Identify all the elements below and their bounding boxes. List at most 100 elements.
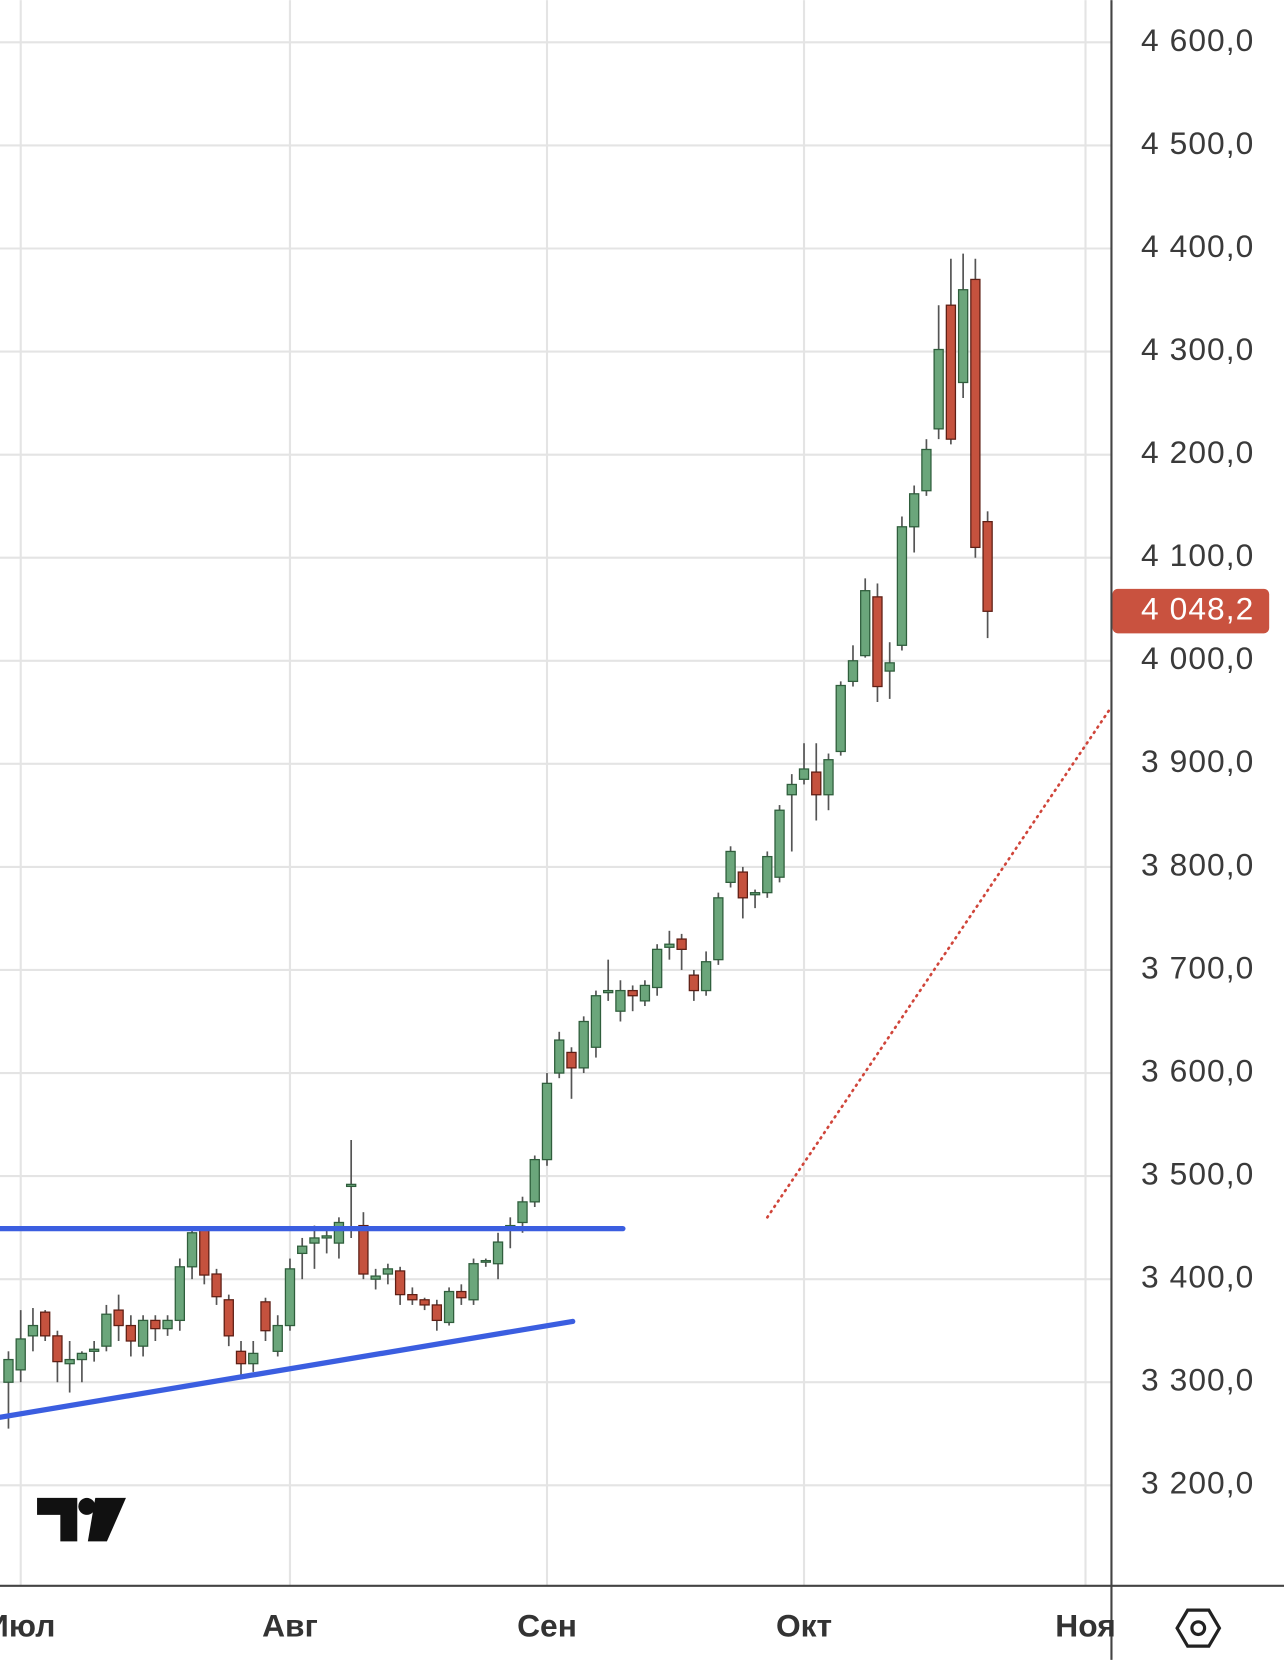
candle-body xyxy=(137,1319,149,1347)
candle-body xyxy=(272,1324,283,1352)
candle-body xyxy=(749,892,761,896)
candle-body xyxy=(162,1319,173,1330)
labels: 3 200,0 3 300,0 3 400,0 3 500,0 3 600,0 3 700… xyxy=(0,22,1270,1644)
y-tick-label: 4 000,0 xyxy=(1141,640,1254,676)
last-price-tag xyxy=(1112,588,1270,634)
candle-body xyxy=(370,1275,381,1280)
candle-body xyxy=(113,1309,124,1327)
candle-body xyxy=(847,660,859,683)
x-tick-label: Авг xyxy=(262,1608,318,1644)
candle-body xyxy=(872,596,883,688)
y-tick-label: 3 800,0 xyxy=(1141,846,1254,882)
candle-body xyxy=(125,1324,137,1342)
candle-body xyxy=(382,1268,394,1275)
candle-body xyxy=(737,871,749,899)
y-tick-label: 4 600,0 xyxy=(1141,22,1254,58)
y-tick-label: 3 600,0 xyxy=(1141,1052,1254,1088)
candle-body xyxy=(590,995,602,1048)
candle-body xyxy=(492,1241,504,1265)
y-tick-label: 3 300,0 xyxy=(1141,1362,1254,1398)
candle-body xyxy=(358,1224,369,1275)
candle-body xyxy=(957,289,969,384)
y-tick-label: 4 400,0 xyxy=(1141,228,1254,264)
candle-body xyxy=(480,1259,491,1263)
candle-body xyxy=(627,989,638,997)
plot-area xyxy=(0,253,1112,1429)
x-tick-label: Июл xyxy=(0,1608,55,1644)
y-tick-label: 3 200,0 xyxy=(1141,1465,1254,1501)
candle-body xyxy=(150,1319,161,1330)
y-tick-label: 3 400,0 xyxy=(1141,1259,1254,1295)
candle-body xyxy=(443,1290,455,1324)
candle-body xyxy=(39,1311,51,1337)
candle-body xyxy=(101,1313,112,1347)
candle-body xyxy=(823,759,834,796)
candle-body xyxy=(578,1020,589,1069)
candle-body xyxy=(921,448,932,492)
candle-body xyxy=(603,989,614,994)
candle-body xyxy=(407,1293,418,1301)
candle-body xyxy=(186,1232,198,1268)
candle-body xyxy=(688,974,700,992)
grid xyxy=(0,0,1112,1586)
candle-body xyxy=(651,948,663,989)
settings-button[interactable] xyxy=(1175,1608,1222,1648)
candle-body xyxy=(52,1335,63,1363)
candle-body xyxy=(725,850,736,883)
candle-body xyxy=(517,1201,528,1224)
candle-body xyxy=(713,897,724,961)
candle-body xyxy=(297,1245,308,1255)
candle-body xyxy=(174,1266,186,1322)
candle-body xyxy=(908,493,920,528)
y-tick-label: 3 700,0 xyxy=(1141,949,1254,985)
candle-body xyxy=(15,1338,26,1371)
candle-body xyxy=(811,771,822,796)
candle-body xyxy=(345,1183,357,1188)
candle-body xyxy=(541,1082,553,1161)
candle-body xyxy=(199,1229,210,1276)
candle-body xyxy=(884,662,895,672)
candle-body xyxy=(235,1350,247,1365)
candle-body xyxy=(456,1290,467,1299)
candle-body xyxy=(945,304,957,440)
candle-body xyxy=(76,1352,88,1361)
candle-body xyxy=(566,1051,577,1069)
trend-line xyxy=(0,1318,576,1420)
candle-body xyxy=(676,938,687,950)
candle-body xyxy=(529,1158,540,1203)
y-tick-label: 4 500,0 xyxy=(1141,125,1254,161)
candle-body xyxy=(64,1358,75,1365)
candle-body xyxy=(88,1348,100,1352)
candle-body xyxy=(762,855,773,894)
candle-body xyxy=(223,1299,234,1337)
candle-body xyxy=(982,520,993,612)
y-tick-label: 4 200,0 xyxy=(1141,434,1254,470)
candle-body xyxy=(27,1324,39,1337)
candle-body xyxy=(970,278,981,549)
y-tick-label: 4 100,0 xyxy=(1141,537,1254,573)
candle-body xyxy=(394,1270,406,1296)
y-tick-label: 4 300,0 xyxy=(1141,331,1254,367)
tradingview-logo xyxy=(37,1497,126,1542)
candle-body xyxy=(431,1304,443,1322)
x-tick-label: Ноя xyxy=(1055,1608,1115,1644)
candle-body xyxy=(774,809,785,878)
trend-line xyxy=(765,705,1112,1219)
candle-body xyxy=(664,943,675,948)
candle-body xyxy=(333,1221,345,1244)
candle-body xyxy=(798,768,810,780)
y-tick-label: 3 500,0 xyxy=(1141,1155,1254,1191)
candle-body xyxy=(933,348,944,430)
y-tick-label: 3 900,0 xyxy=(1141,743,1254,779)
candle-body xyxy=(468,1263,479,1301)
candle-body xyxy=(835,684,846,753)
candle-body xyxy=(284,1268,296,1327)
candle-body xyxy=(896,526,908,646)
candle-body xyxy=(615,989,626,1012)
candle-body xyxy=(419,1299,430,1306)
candle-body xyxy=(860,590,871,657)
last-price-label: 4 048,2 xyxy=(1141,590,1254,626)
candle-body xyxy=(248,1352,259,1365)
x-tick-label: Сен xyxy=(517,1608,577,1644)
